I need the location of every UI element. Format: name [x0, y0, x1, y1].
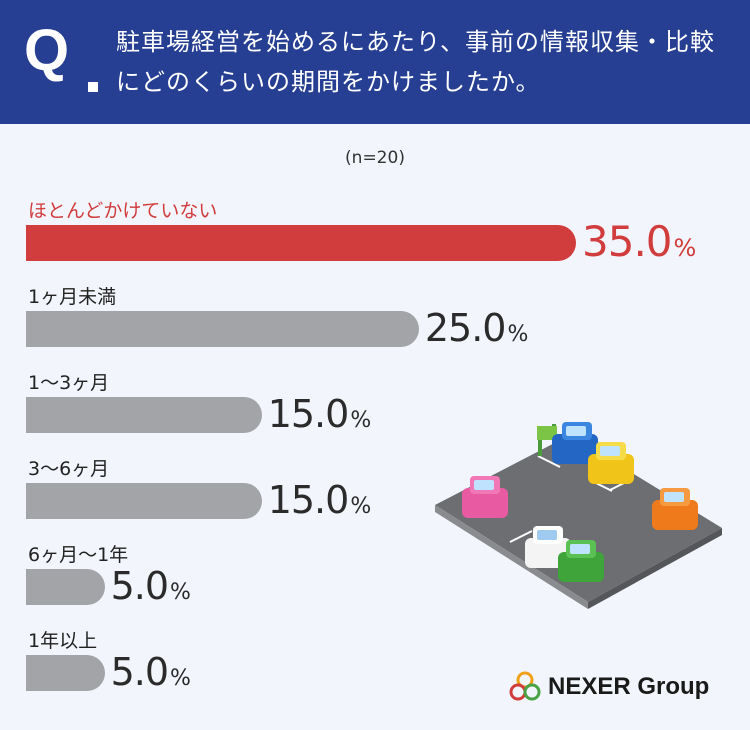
category-label: 1〜3ヶ月	[28, 372, 110, 394]
pink-car	[462, 476, 508, 518]
logo-text: NEXER Group	[548, 673, 710, 700]
value-label: 25.0%	[425, 309, 529, 347]
value-unit: %	[350, 494, 372, 519]
category-label: 1ヶ月未満	[28, 286, 117, 308]
bar	[26, 225, 576, 261]
value-label: 35.0%	[582, 221, 696, 263]
value-unit: %	[170, 666, 191, 691]
value-number: 15.0	[267, 478, 350, 522]
q-mark: Q	[24, 18, 70, 83]
category-label: 1年以上	[28, 630, 98, 652]
question-header: Q 駐車場経営を始めるにあたり、事前の情報収集・比較にどのくらいの期間をかけまし…	[0, 0, 750, 124]
yellow-car	[588, 442, 634, 484]
value-label: 5.0%	[111, 653, 191, 691]
bar	[26, 569, 105, 605]
green-car	[558, 540, 604, 582]
sample-size: (n=20)	[345, 148, 405, 168]
value-unit: %	[350, 408, 372, 433]
value-unit: %	[170, 580, 191, 605]
value-label: 15.0%	[268, 395, 372, 433]
category-label: ほとんどかけていない	[28, 200, 218, 222]
bar	[26, 483, 262, 519]
bar	[26, 655, 105, 691]
value-number: 5.0	[110, 564, 169, 608]
category-label: 6ヶ月〜1年	[28, 544, 129, 566]
nexer-logo: NEXER Group	[508, 670, 709, 704]
value-unit: %	[507, 322, 529, 347]
value-number: 35.0	[582, 217, 673, 266]
value-number: 15.0	[267, 392, 350, 436]
blue-car	[552, 422, 598, 464]
value-unit: %	[673, 234, 697, 262]
nexer-circles-logo-icon	[509, 671, 541, 701]
bar	[26, 397, 262, 433]
q-mark-dot	[88, 82, 98, 92]
parking-lot-illustration	[435, 422, 722, 609]
value-number: 25.0	[424, 306, 507, 350]
value-label: 15.0%	[268, 481, 372, 519]
question-text: 駐車場経営を始めるにあたり、事前の情報収集・比較にどのくらいの期間をかけましたか…	[116, 28, 716, 96]
bar	[26, 311, 419, 347]
orange-car	[652, 488, 698, 530]
category-label: 3〜6ヶ月	[28, 458, 110, 480]
value-number: 5.0	[110, 650, 169, 694]
value-label: 5.0%	[111, 567, 191, 605]
